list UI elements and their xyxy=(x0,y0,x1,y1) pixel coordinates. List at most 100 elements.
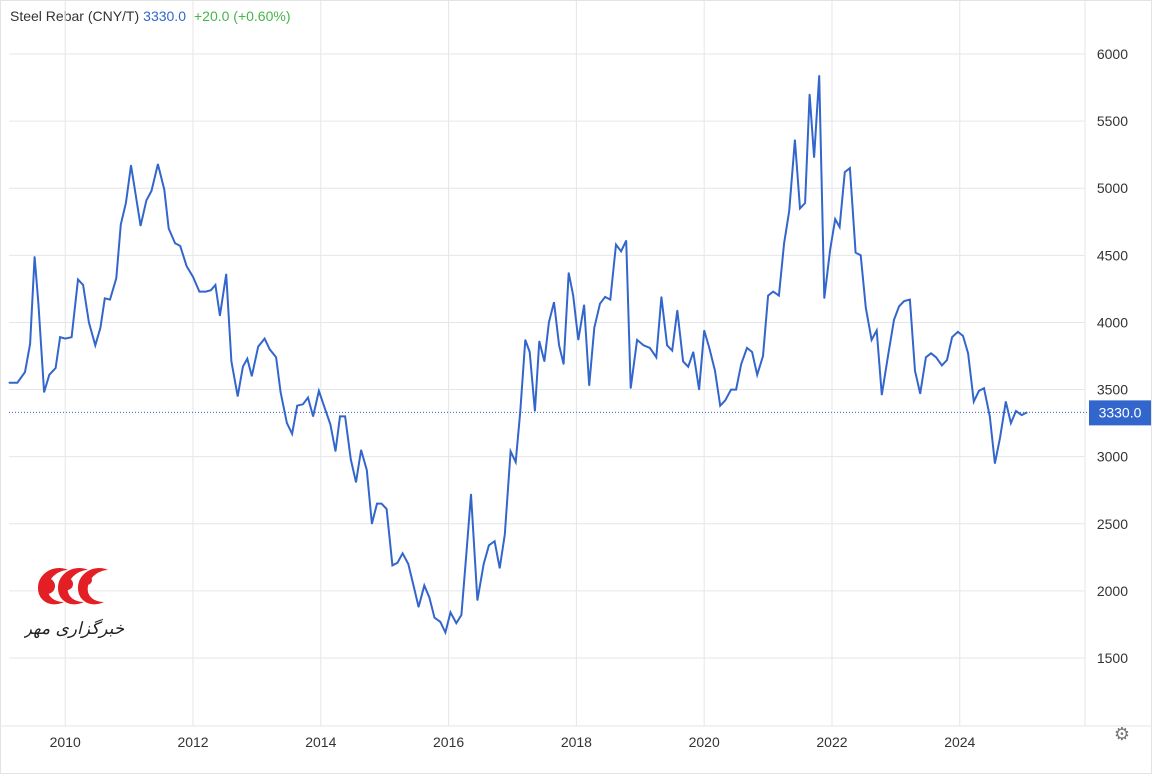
series-point xyxy=(1026,411,1028,413)
series-point xyxy=(636,339,638,341)
series-point xyxy=(620,250,622,252)
series-point xyxy=(214,284,216,286)
series-point xyxy=(163,189,165,191)
gear-icon[interactable]: ⚙ xyxy=(1113,724,1131,744)
series-points xyxy=(8,74,1028,634)
series-point xyxy=(179,245,181,247)
series-point xyxy=(433,617,436,619)
series-line[interactable] xyxy=(9,75,1028,636)
series-point xyxy=(1005,401,1007,403)
series-point xyxy=(324,409,326,411)
series-point xyxy=(355,481,357,483)
series-point xyxy=(120,223,122,226)
series-point xyxy=(455,622,457,624)
y-tick-label: 2500 xyxy=(1097,516,1128,532)
series-point xyxy=(876,329,878,332)
series-point xyxy=(510,450,512,452)
series-point xyxy=(251,375,253,377)
series-point xyxy=(871,339,873,341)
y-tick-label: 1500 xyxy=(1097,650,1128,666)
series-point xyxy=(264,338,266,340)
series-point xyxy=(855,252,857,254)
series-point xyxy=(423,584,425,587)
mehr-news-logo: خبرگزاری مهر xyxy=(24,568,124,639)
series-point xyxy=(391,564,393,567)
series-point xyxy=(534,410,536,412)
series-point xyxy=(237,395,239,397)
series-point xyxy=(983,387,985,389)
series-point xyxy=(849,167,851,169)
series-point xyxy=(168,227,170,230)
y-tick-label: 4000 xyxy=(1097,314,1128,330)
series-point xyxy=(460,614,462,616)
current-price: 3330.0 xyxy=(143,8,186,24)
series-point xyxy=(483,563,485,565)
series-point xyxy=(919,393,921,395)
series-point xyxy=(275,356,277,358)
series-point xyxy=(724,399,726,401)
series-point xyxy=(804,202,806,204)
series-point xyxy=(914,370,916,372)
series-point xyxy=(99,327,101,329)
series-point xyxy=(198,291,200,293)
series-point xyxy=(666,344,668,346)
y-tick-label: 6000 xyxy=(1097,46,1128,62)
series-point xyxy=(16,382,18,384)
series-point xyxy=(719,405,721,407)
x-tick-label: 2024 xyxy=(944,734,975,750)
series-point xyxy=(630,387,632,389)
series-point xyxy=(307,397,309,399)
series-point xyxy=(134,193,137,195)
series-point xyxy=(360,449,362,451)
y-tick-label: 4500 xyxy=(1097,247,1128,263)
series-point xyxy=(82,284,84,286)
series-point xyxy=(844,171,846,173)
series-point xyxy=(735,389,737,391)
series-point xyxy=(714,370,716,372)
series-point xyxy=(823,297,825,299)
last-price-tag: 3330.0 xyxy=(1089,400,1151,426)
series-point xyxy=(941,364,943,366)
series-point xyxy=(772,291,774,293)
series-point xyxy=(903,300,905,302)
series-point xyxy=(572,295,574,297)
series-point xyxy=(339,415,341,417)
series-point xyxy=(829,249,831,251)
series-point xyxy=(371,523,373,525)
series-point xyxy=(242,366,244,368)
x-axis-ticks: 2010 2012 2014 2016 2018 2020 2022 2024 xyxy=(50,734,976,750)
series-point xyxy=(989,415,991,417)
series-point xyxy=(504,533,506,536)
series-point xyxy=(428,597,430,599)
series-point xyxy=(538,340,540,342)
series-point xyxy=(439,621,441,623)
series-point xyxy=(210,289,212,291)
series-point xyxy=(380,503,383,505)
series-point xyxy=(257,346,259,348)
series-point xyxy=(29,343,31,345)
series-point xyxy=(318,390,320,392)
series-point xyxy=(402,552,404,554)
series-point xyxy=(488,544,490,546)
series-point xyxy=(799,207,801,209)
series-point xyxy=(687,366,689,368)
series-point xyxy=(205,291,207,293)
series-point xyxy=(157,163,159,165)
series-point xyxy=(1021,414,1023,416)
series-point xyxy=(762,355,764,357)
series-point xyxy=(296,405,298,407)
series-point xyxy=(599,303,601,305)
series-point xyxy=(593,327,595,329)
series-point xyxy=(655,356,657,358)
x-tick-label: 2012 xyxy=(177,734,208,750)
series-point xyxy=(794,139,796,141)
series-point xyxy=(140,225,142,227)
series-point xyxy=(553,301,555,303)
series-point xyxy=(660,296,663,298)
series-point xyxy=(563,363,565,365)
series-point xyxy=(24,371,26,373)
series-point xyxy=(588,384,590,387)
series-point xyxy=(418,606,420,608)
series-point xyxy=(730,389,732,391)
